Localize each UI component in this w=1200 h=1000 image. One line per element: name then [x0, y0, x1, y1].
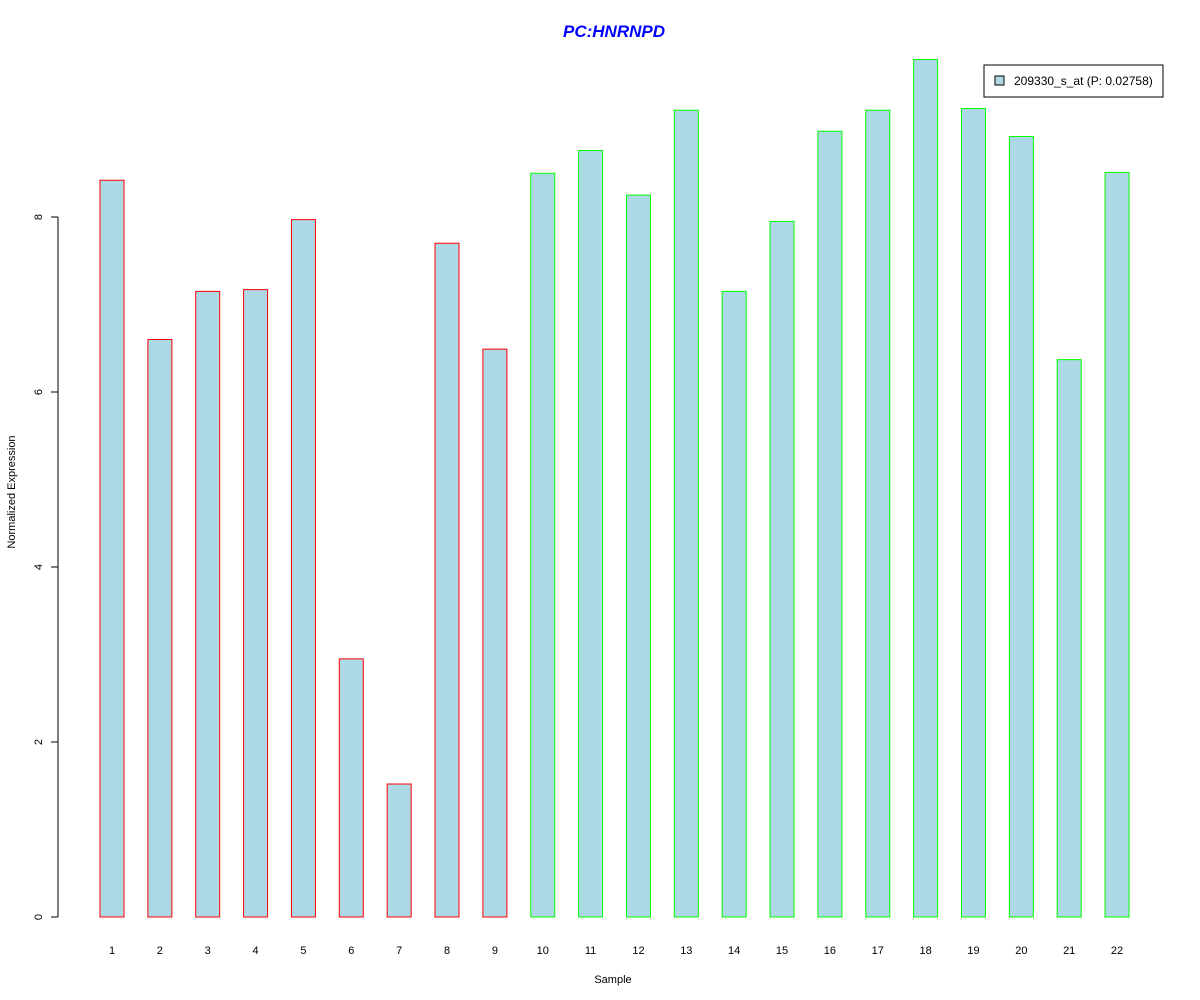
x-tick-label: 14 — [728, 945, 740, 957]
bar-sample-13 — [673, 109, 699, 918]
x-tick-label: 6 — [348, 945, 354, 957]
x-tick-label: 12 — [632, 945, 644, 957]
x-tick-label: 11 — [585, 945, 596, 957]
x-tick-label: 20 — [1015, 945, 1027, 957]
x-axis-label: Sample — [594, 974, 631, 986]
bar-sample-8 — [434, 242, 460, 918]
bar-sample-22 — [1104, 171, 1130, 918]
y-axis-label: Normalized Expression — [6, 435, 18, 548]
x-axis-labels: 1 2 3 4 5 6 7 8 9 10 11 12 13 14 15 16 17 18 19 20 21 22 — [109, 945, 1123, 957]
bar-sample-18 — [913, 59, 939, 918]
bar-sample-17 — [865, 109, 891, 918]
legend-swatch — [994, 75, 1005, 86]
y-tick-label: 4 — [33, 564, 45, 570]
x-tick-label: 3 — [205, 945, 211, 957]
bar-sample-20 — [1008, 136, 1034, 918]
y-tick-label: 8 — [33, 214, 45, 220]
bar-group — [99, 59, 1130, 918]
bar-sample-16 — [817, 130, 843, 918]
x-tick-label: 7 — [396, 945, 402, 957]
y-tick-label: 2 — [33, 739, 45, 745]
bar-sample-6 — [338, 658, 364, 918]
bar-sample-15 — [769, 220, 795, 918]
x-tick-label: 18 — [919, 945, 931, 957]
y-tick-label: 6 — [33, 389, 45, 395]
x-tick-label: 1 — [109, 945, 115, 957]
bar-sample-5 — [290, 219, 316, 918]
x-tick-label: 22 — [1111, 945, 1123, 957]
x-tick-label: 13 — [680, 945, 692, 957]
x-tick-label: 15 — [776, 945, 788, 957]
bar-sample-10 — [530, 172, 556, 918]
x-tick-label: 16 — [824, 945, 836, 957]
legend-label: 209330_s_at (P: 0.02758) — [1014, 74, 1153, 88]
bar-sample-7 — [386, 783, 412, 918]
x-tick-label: 2 — [157, 945, 163, 957]
bar-sample-3 — [195, 290, 221, 918]
y-axis: 0 2 4 6 8 — [33, 214, 59, 920]
bar-sample-4 — [243, 289, 269, 918]
legend: 209330_s_at (P: 0.02758) — [983, 64, 1164, 98]
x-tick-label: 21 — [1063, 945, 1075, 957]
bar-sample-21 — [1056, 359, 1082, 918]
bar-sample-14 — [721, 290, 747, 918]
y-tick-label: 0 — [33, 914, 45, 920]
x-tick-label: 17 — [872, 945, 884, 957]
bar-sample-9 — [482, 348, 508, 918]
x-tick-label: 19 — [967, 945, 979, 957]
x-tick-label: 10 — [537, 945, 549, 957]
bar-sample-1 — [99, 179, 125, 918]
bar-sample-19 — [960, 108, 986, 918]
x-tick-label: 8 — [444, 945, 450, 957]
bar-sample-11 — [578, 150, 604, 918]
bar-sample-12 — [625, 194, 651, 918]
x-tick-label: 4 — [253, 945, 259, 957]
x-tick-label: 5 — [300, 945, 306, 957]
chart-title: PC:HNRNPD — [563, 22, 665, 41]
legend-box — [983, 64, 1164, 98]
bar-sample-2 — [147, 339, 173, 918]
x-tick-label: 9 — [492, 945, 498, 957]
